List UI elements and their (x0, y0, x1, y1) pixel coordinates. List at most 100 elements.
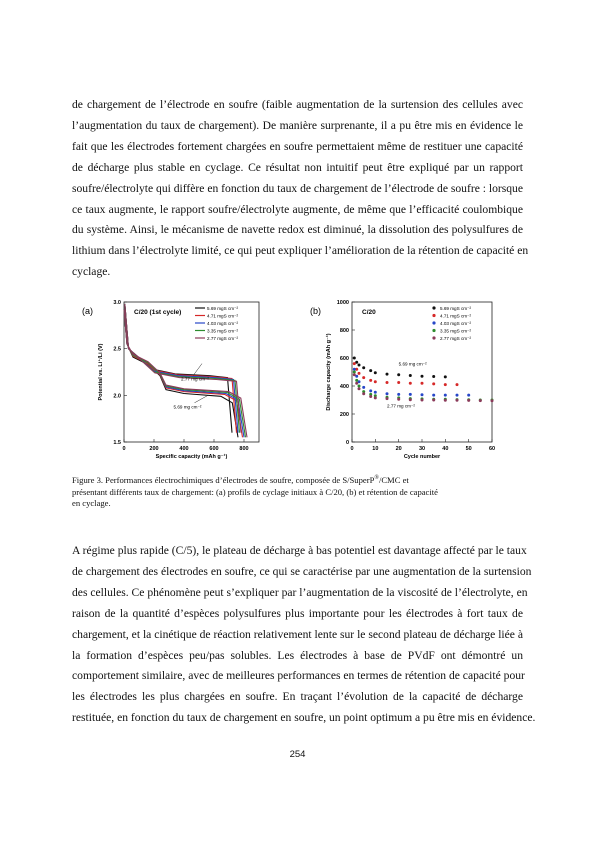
legend-label: 4.03 mgS cm⁻² (207, 321, 238, 326)
data-point (385, 381, 389, 384)
y-axis-label: Discharge capacity (mAh g⁻¹) (325, 333, 332, 410)
data-point (352, 373, 356, 377)
x-axis-label: Cycle number (404, 454, 441, 460)
data-point (478, 399, 482, 403)
data-point (397, 381, 401, 384)
y-tick-label: 1.5 (113, 440, 121, 446)
data-point (490, 399, 494, 403)
data-point (420, 398, 424, 402)
data-point (455, 398, 459, 402)
data-point (408, 392, 412, 396)
data-point (397, 397, 401, 401)
data-point (385, 392, 389, 396)
legend-swatch (432, 313, 436, 318)
text-line: chargement, et la cinétique de réaction … (72, 627, 523, 641)
legend-swatch (432, 321, 436, 325)
data-point (467, 398, 471, 402)
data-point (355, 378, 359, 382)
data-point (432, 393, 436, 397)
x-tick-label: 0 (350, 446, 353, 452)
annotation: 2.77 mg cm⁻² (387, 404, 415, 409)
x-tick-label: 200 (149, 446, 158, 452)
legend-swatch (432, 328, 436, 333)
body-paragraph-2: A régime plus rapide (C/5), le plateau d… (72, 541, 535, 729)
legend-label: 2.77 mgS cm⁻² (440, 336, 471, 341)
data-point (352, 356, 356, 360)
x-axis-label: Specific capacity (mAh g⁻¹) (156, 453, 228, 460)
y-tick-label: 1000 (337, 300, 349, 306)
legend-label: 3.35 mgS cm⁻² (207, 329, 238, 334)
figure-3: (a) 0 200 400 600 800 1.5 2.0 2.5 3.0 Specific cap… (72, 296, 523, 466)
data-point (443, 383, 447, 387)
text-line: raison de la quantité d’espèces polysulf… (72, 606, 523, 620)
annotation: 5.69 mg cm⁻² (174, 404, 202, 409)
data-point (408, 374, 412, 377)
data-point (352, 367, 356, 371)
data-point (357, 384, 361, 388)
data-point (373, 390, 377, 394)
x-tick-label: 800 (239, 446, 248, 452)
y-tick-label: 400 (340, 384, 349, 390)
data-point (455, 393, 459, 397)
legend-label: 2.77 mgS cm⁻² (207, 336, 238, 341)
data-point (369, 395, 373, 398)
text-line: les électrodes les plus chargées en souf… (72, 690, 523, 704)
data-point (408, 381, 412, 385)
data-point (385, 372, 389, 376)
y-tick-label: 2.0 (113, 393, 121, 399)
legend-swatch (432, 336, 436, 340)
caption-line-3: en cyclage. (72, 498, 111, 508)
data-point (373, 371, 377, 375)
annotation-arrow (194, 395, 209, 404)
body-paragraph-1: de chargement de l’électrode en soufre (… (72, 95, 528, 283)
x-tick-label: 40 (442, 446, 448, 452)
data-point (397, 392, 401, 396)
text-line: du système. Ainsi, le mécanisme de navet… (72, 223, 523, 237)
annotation: 5.69 mg cm⁻² (399, 362, 427, 367)
data-point (432, 375, 436, 378)
legend-label: 4.71 mgS cm⁻² (207, 314, 238, 319)
data-point (355, 381, 359, 385)
text-line: fait que les électrodes fortement chargé… (72, 139, 523, 153)
data-point (357, 371, 361, 375)
x-tick-label: 20 (396, 446, 402, 452)
chart-title: C/20 (362, 309, 376, 316)
text-line: A régime plus rapide (C/5), le plateau d… (72, 544, 527, 557)
data-point (352, 370, 356, 374)
data-point (420, 393, 424, 397)
discharge-curve-5 (123, 309, 248, 438)
data-point (373, 396, 377, 400)
data-point (385, 397, 389, 401)
data-point (369, 378, 373, 382)
y-tick-label: 600 (340, 356, 349, 362)
x-tick-label: 50 (466, 446, 472, 452)
data-point (357, 387, 361, 391)
legend-label: 5.69 mgS cm⁻² (440, 306, 471, 311)
data-point (443, 398, 447, 402)
text-line: des cellules. Ce phénomène peut s’expliq… (72, 585, 528, 599)
legend-label: 5.69 mgS cm⁻² (207, 306, 238, 311)
x-tick-label: 30 (419, 446, 425, 452)
x-tick-label: 10 (372, 446, 378, 452)
data-point (352, 362, 356, 366)
caption-line-1: Figure 3. Performances électrochimiques … (72, 475, 409, 485)
data-point (408, 398, 412, 402)
data-point (443, 393, 447, 397)
chart-title: C/20 (1st cycle) (134, 309, 181, 316)
data-point (420, 381, 424, 385)
text-line: la formation d’espèces peu/pas solubles.… (72, 648, 523, 662)
x-tick-label: 400 (179, 446, 188, 452)
data-point (420, 374, 424, 378)
data-point (357, 380, 361, 384)
panel-label: (b) (310, 306, 321, 316)
y-tick-label: 0 (346, 440, 349, 446)
x-tick-label: 60 (489, 446, 495, 452)
data-point (355, 367, 359, 371)
data-point (373, 380, 377, 384)
data-point (369, 369, 373, 373)
annotation: 2.77 mg cm⁻² (181, 376, 209, 381)
text-line: de chargement des électrodes en soufre, … (72, 564, 532, 578)
x-tick-label: 0 (122, 446, 125, 452)
caption-line-2: présentant différents taux de chargement… (72, 486, 438, 497)
text-line: soufre/électrolyte qui diffère en foncti… (72, 181, 523, 195)
